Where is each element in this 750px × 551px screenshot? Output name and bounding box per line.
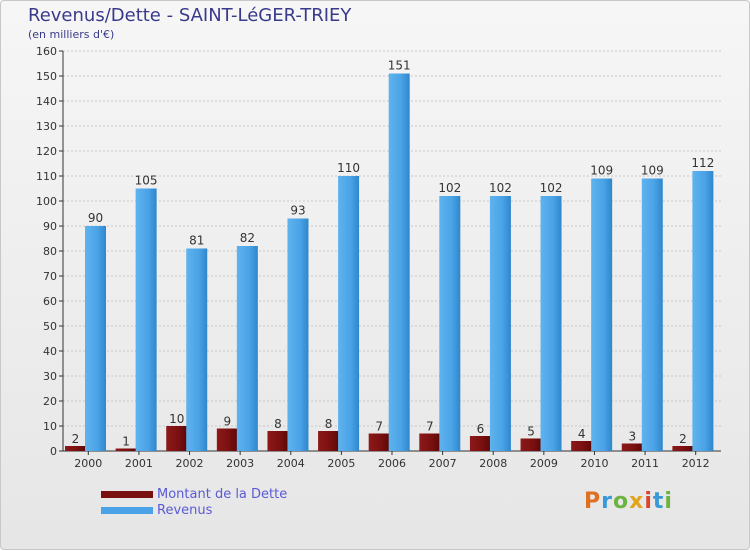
x-tick-label: 2001	[125, 457, 153, 470]
y-tick-label: 70	[43, 270, 57, 283]
logo-letter: P	[584, 489, 602, 514]
data-label-revenus: 102	[540, 181, 563, 195]
data-label-revenus: 90	[88, 211, 103, 225]
x-tick-label: 2002	[176, 457, 204, 470]
logo-letter: i	[664, 489, 673, 514]
data-label-dette: 9	[224, 415, 232, 429]
y-tick-label: 0	[50, 445, 57, 458]
data-label-revenus: 102	[438, 181, 461, 195]
bar-dette	[469, 436, 491, 451]
bar-revenus	[186, 248, 208, 451]
x-tick-label: 2005	[327, 457, 355, 470]
data-label-dette: 4	[578, 427, 586, 441]
data-label-revenus: 105	[135, 174, 158, 188]
data-label-revenus: 93	[290, 204, 305, 218]
data-label-dette: 1	[122, 435, 130, 449]
bar-revenus	[540, 196, 562, 451]
data-label-revenus: 112	[691, 156, 714, 170]
y-tick-label: 30	[43, 370, 57, 383]
bar-dette	[267, 431, 289, 451]
logo-letter: i	[644, 489, 653, 514]
data-label-revenus: 110	[337, 161, 360, 175]
y-tick-label: 50	[43, 320, 57, 333]
bar-revenus	[338, 176, 360, 451]
bar-revenus	[135, 188, 157, 451]
bar-dette	[419, 433, 441, 451]
x-tick-label: 2006	[378, 457, 406, 470]
y-tick-label: 130	[36, 120, 57, 133]
y-tick-label: 120	[36, 145, 57, 158]
data-label-dette: 7	[375, 420, 383, 434]
x-tick-label: 2004	[277, 457, 305, 470]
y-tick-label: 110	[36, 170, 57, 183]
x-tick-label: 2007	[429, 457, 457, 470]
x-tick-label: 2012	[682, 457, 710, 470]
bar-revenus	[439, 196, 461, 451]
x-tick-label: 2003	[226, 457, 254, 470]
bar-revenus	[388, 73, 410, 451]
y-tick-label: 140	[36, 95, 57, 108]
data-label-revenus: 151	[388, 59, 411, 73]
logo-letter: r	[601, 489, 613, 514]
y-tick-label: 80	[43, 245, 57, 258]
bar-dette	[672, 446, 694, 451]
y-tick-label: 20	[43, 395, 57, 408]
y-tick-label: 150	[36, 70, 57, 83]
data-label-revenus: 109	[590, 164, 613, 178]
bar-revenus	[641, 178, 663, 451]
data-label-revenus: 81	[189, 234, 204, 248]
bar-dette	[115, 448, 137, 451]
bar-dette	[216, 428, 238, 451]
legend-swatch-revenus	[101, 507, 153, 514]
logo-letter: o	[612, 489, 630, 514]
x-tick-label: 2010	[580, 457, 608, 470]
data-label-dette: 5	[527, 425, 535, 439]
y-tick-label: 100	[36, 195, 57, 208]
data-label-dette: 2	[679, 432, 687, 446]
proxiti-logo: Proxiti	[584, 489, 673, 514]
bar-revenus	[591, 178, 613, 451]
bar-revenus	[236, 246, 258, 451]
chart-title: Revenus/Dette - SAINT-LéGER-TRIEY	[28, 5, 352, 26]
data-label-dette: 10	[169, 412, 184, 426]
x-tick-label: 2011	[631, 457, 659, 470]
bar-revenus	[287, 218, 309, 451]
legend-swatch-dette	[101, 491, 153, 498]
logo-letter: t	[652, 489, 665, 514]
bar-dette	[166, 426, 188, 451]
y-tick-label: 10	[43, 420, 57, 433]
x-tick-label: 2000	[74, 457, 102, 470]
chart-subtitle: (en milliers d'€)	[28, 28, 115, 41]
data-label-revenus: 109	[641, 164, 664, 178]
data-label-dette: 3	[628, 430, 636, 444]
legend-label-dette: Montant de la Dette	[157, 487, 288, 502]
y-tick-label: 160	[36, 45, 57, 58]
data-label-revenus: 82	[240, 231, 255, 245]
y-tick-label: 40	[43, 345, 57, 358]
bar-revenus	[692, 171, 714, 451]
data-label-dette: 7	[426, 420, 434, 434]
bar-dette	[368, 433, 390, 451]
logo-letter: x	[629, 489, 645, 514]
data-label-revenus: 102	[489, 181, 512, 195]
x-tick-label: 2008	[479, 457, 507, 470]
bar-revenus	[85, 226, 106, 451]
data-label-dette: 8	[325, 417, 333, 431]
bar-revenus	[489, 196, 511, 451]
bar-dette	[520, 438, 542, 451]
bar-dette	[318, 431, 340, 451]
data-label-dette: 6	[477, 422, 485, 436]
bar-dette	[65, 446, 86, 451]
y-tick-label: 90	[43, 220, 57, 233]
legend-label-revenus: Revenus	[157, 503, 213, 518]
x-tick-label: 2009	[530, 457, 558, 470]
data-label-dette: 8	[274, 417, 282, 431]
bar-dette	[571, 441, 593, 451]
data-label-dette: 2	[72, 432, 80, 446]
y-tick-label: 60	[43, 295, 57, 308]
bar-dette	[621, 443, 643, 451]
